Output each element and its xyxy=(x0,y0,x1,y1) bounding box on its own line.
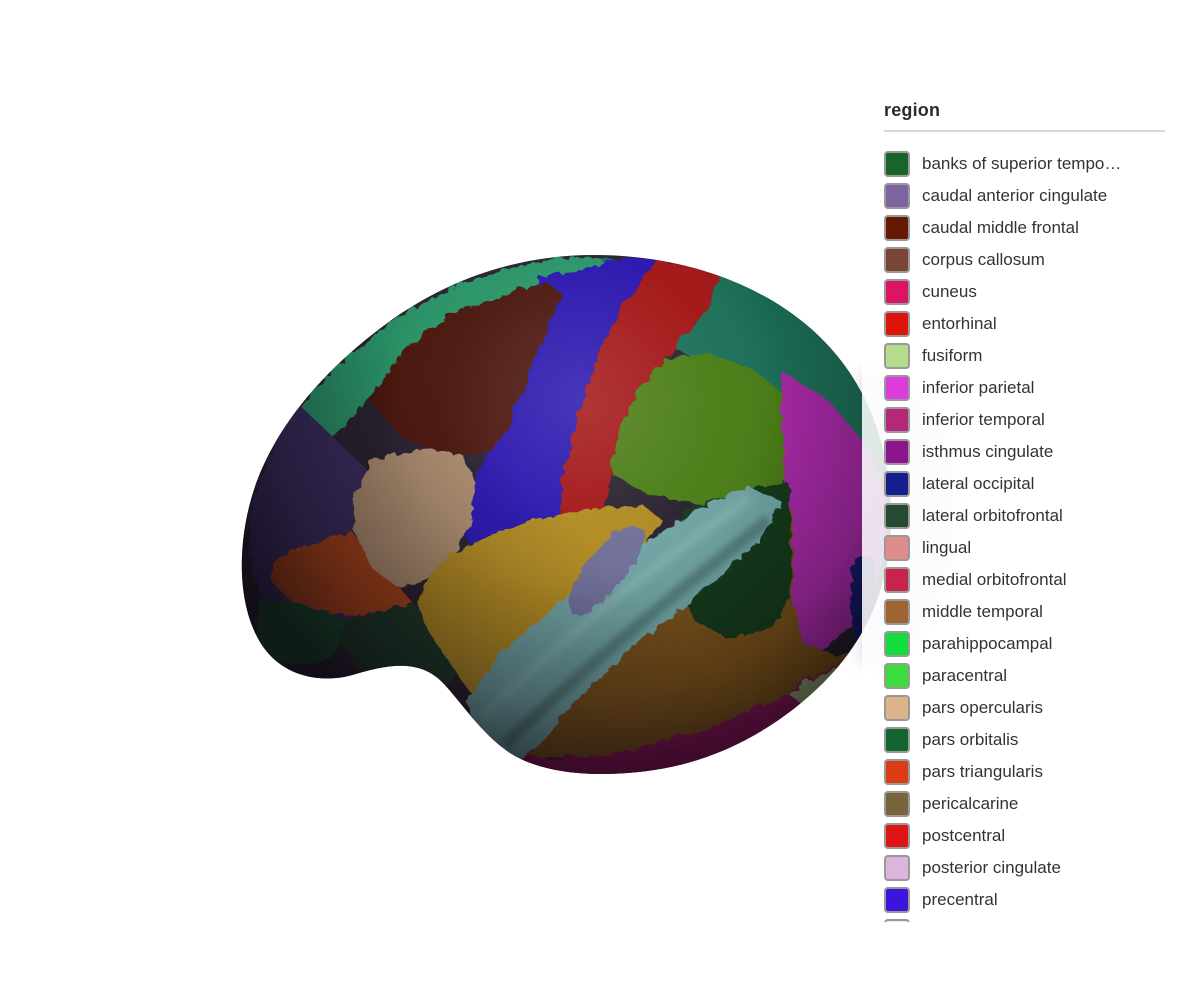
legend-item[interactable]: inferior temporal xyxy=(884,404,1172,436)
legend-swatch-icon xyxy=(884,183,910,209)
legend-item-label: pars opercularis xyxy=(922,698,1043,717)
legend-item[interactable]: middle temporal xyxy=(884,596,1172,628)
legend-item[interactable]: medial orbitofrontal xyxy=(884,564,1172,596)
legend-swatch-icon xyxy=(884,151,910,177)
legend-item[interactable]: cuneus xyxy=(884,276,1172,308)
legend-swatch-icon xyxy=(884,247,910,273)
legend-separator xyxy=(884,130,1165,132)
legend-swatch-icon xyxy=(884,887,910,913)
legend-swatch-icon xyxy=(884,631,910,657)
front-shadow-overlay xyxy=(241,255,892,775)
legend-swatch-icon xyxy=(884,599,910,625)
legend-item[interactable]: paracentral xyxy=(884,660,1172,692)
legend-item[interactable]: fusiform xyxy=(884,340,1172,372)
legend-item-label: cuneus xyxy=(922,282,977,301)
legend-item-label: banks of superior tempo… xyxy=(922,154,1122,173)
legend-swatch-icon xyxy=(884,695,910,721)
legend-item-label: postcentral xyxy=(922,826,1006,845)
legend-item-label: posterior cingulate xyxy=(922,858,1061,877)
legend-item[interactable]: caudal middle frontal xyxy=(884,212,1172,244)
legend-item-label: middle temporal xyxy=(922,602,1043,621)
legend-item-label: lateral orbitofrontal xyxy=(922,506,1063,525)
legend-swatch-icon xyxy=(884,343,910,369)
legend-swatch-icon xyxy=(884,279,910,305)
legend-swatch-icon xyxy=(884,439,910,465)
legend-swatch-icon xyxy=(884,663,910,689)
legend-item[interactable]: lateral orbitofrontal xyxy=(884,500,1172,532)
legend-swatch-icon xyxy=(884,567,910,593)
legend-item[interactable]: pars triangularis xyxy=(884,756,1172,788)
legend-item-label: corpus callosum xyxy=(922,250,1045,269)
legend-item[interactable]: caudal anterior cingulate xyxy=(884,180,1172,212)
legend-swatch-icon xyxy=(884,407,910,433)
legend-item[interactable]: lingual xyxy=(884,532,1172,564)
legend-item-label: fusiform xyxy=(922,346,983,365)
legend-item[interactable]: banks of superior tempo… xyxy=(884,148,1172,180)
legend-item[interactable]: postcentral xyxy=(884,820,1172,852)
legend-swatch-icon xyxy=(884,375,910,401)
legend-item-label: isthmus cingulate xyxy=(922,442,1054,461)
legend-item[interactable]: pericalcarine xyxy=(884,788,1172,820)
legend-item[interactable]: posterior cingulate xyxy=(884,852,1172,884)
legend-item-label: inferior parietal xyxy=(922,378,1035,397)
legend-item-label: caudal middle frontal xyxy=(922,218,1079,237)
legend-item[interactable]: pars orbitalis xyxy=(884,724,1172,756)
legend-swatch-icon xyxy=(884,311,910,337)
legend-item[interactable]: corpus callosum xyxy=(884,244,1172,276)
legend-title: region xyxy=(884,100,941,120)
legend-swatch-icon xyxy=(884,471,910,497)
legend-swatch-icon xyxy=(884,535,910,561)
legend-swatch-icon xyxy=(884,791,910,817)
legend-item-label: medial orbitofrontal xyxy=(922,570,1067,589)
legend-item[interactable]: precentral xyxy=(884,884,1172,916)
legend-item-label: parahippocampal xyxy=(922,634,1053,653)
legend-item-label: lingual xyxy=(922,538,972,557)
legend: region banks of superior tempo… caudal an… xyxy=(862,96,1174,922)
legend-item-label: lateral occipital xyxy=(922,474,1035,493)
legend-item-partial[interactable] xyxy=(884,916,1172,922)
legend-item[interactable]: isthmus cingulate xyxy=(884,436,1172,468)
legend-swatch-icon xyxy=(884,215,910,241)
legend-swatch-icon xyxy=(884,727,910,753)
legend-item-label: caudal anterior cingulate xyxy=(922,186,1108,205)
legend-item-label: paracentral xyxy=(922,666,1008,685)
legend-swatch-icon xyxy=(884,759,910,785)
legend-item[interactable]: parahippocampal xyxy=(884,628,1172,660)
legend-items: banks of superior tempo… caudal anterior … xyxy=(884,148,1172,922)
legend-item[interactable]: inferior parietal xyxy=(884,372,1172,404)
legend-item-label: inferior temporal xyxy=(922,410,1045,429)
legend-item-label: precentral xyxy=(922,890,998,909)
legend-item[interactable]: lateral occipital xyxy=(884,468,1172,500)
legend-item-label: pars orbitalis xyxy=(922,730,1019,749)
legend-swatch-icon xyxy=(884,855,910,881)
legend-item-label: pars triangularis xyxy=(922,762,1043,781)
legend-item-label: pericalcarine xyxy=(922,794,1019,813)
legend-swatch-icon xyxy=(884,503,910,529)
legend-swatch-icon xyxy=(884,919,910,922)
legend-item[interactable]: entorhinal xyxy=(884,308,1172,340)
legend-item-label: entorhinal xyxy=(922,314,997,333)
legend-swatch-icon xyxy=(884,823,910,849)
legend-item[interactable]: pars opercularis xyxy=(884,692,1172,724)
